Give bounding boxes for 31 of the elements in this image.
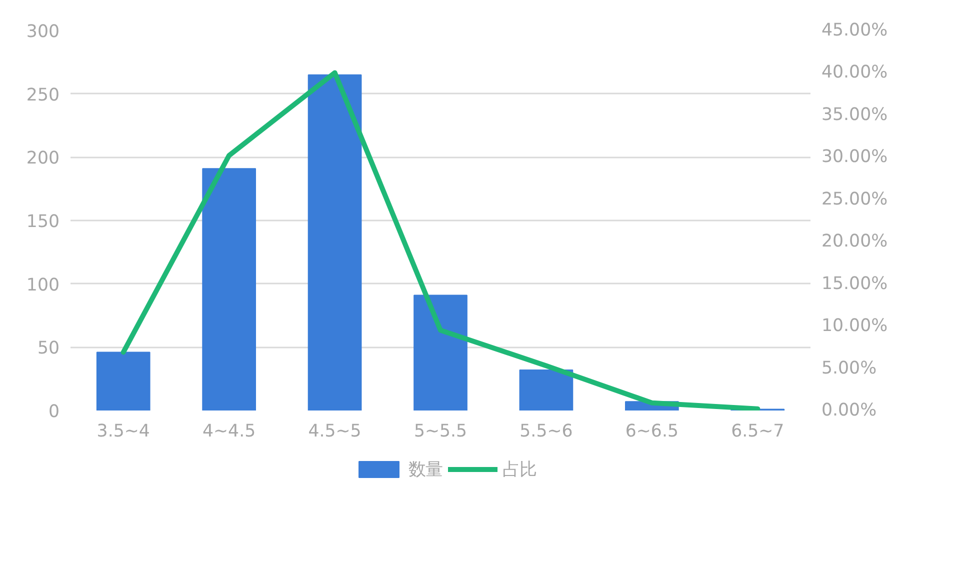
x-tick-label: 4.5~5 xyxy=(308,422,362,442)
x-tick-label: 5~5.5 xyxy=(414,422,468,442)
y2-tick-label: 5.00% xyxy=(822,358,877,378)
y2-tick-label: 0.00% xyxy=(822,400,877,420)
y-tick-label: 150 xyxy=(26,212,60,232)
y-tick-label: 250 xyxy=(26,85,60,106)
bar xyxy=(308,74,362,410)
y2-tick-label: 20.00% xyxy=(822,232,888,252)
x-tick-label: 5.5~6 xyxy=(520,422,573,442)
y-tick-label: 100 xyxy=(26,275,60,296)
x-tick-label: 3.5~4 xyxy=(96,422,150,442)
x-tick-label: 6~6.5 xyxy=(625,422,678,442)
y2-tick-label: 25.00% xyxy=(822,189,888,210)
bar xyxy=(202,168,256,410)
y-tick-label: 50 xyxy=(37,338,60,359)
x-tick-label: 6.5~7 xyxy=(731,422,784,442)
legend-label: 占比 xyxy=(502,459,536,481)
y-tick-label: 300 xyxy=(26,22,60,42)
y2-tick-label: 35.00% xyxy=(822,104,888,125)
y2-tick-label: 45.00% xyxy=(822,20,888,40)
legend-label: 数量 xyxy=(408,459,442,481)
y-tick-label: 200 xyxy=(26,148,60,169)
y2-tick-label: 10.00% xyxy=(822,316,888,336)
y2-tick-label: 40.00% xyxy=(822,62,888,83)
bar xyxy=(414,294,468,410)
bar xyxy=(96,352,150,410)
y2-tick-label: 15.00% xyxy=(822,274,888,294)
y-tick-label: 0 xyxy=(48,402,60,422)
bar xyxy=(519,369,574,410)
x-tick-label: 4~4.5 xyxy=(202,422,256,442)
y2-tick-label: 30.00% xyxy=(822,147,888,168)
